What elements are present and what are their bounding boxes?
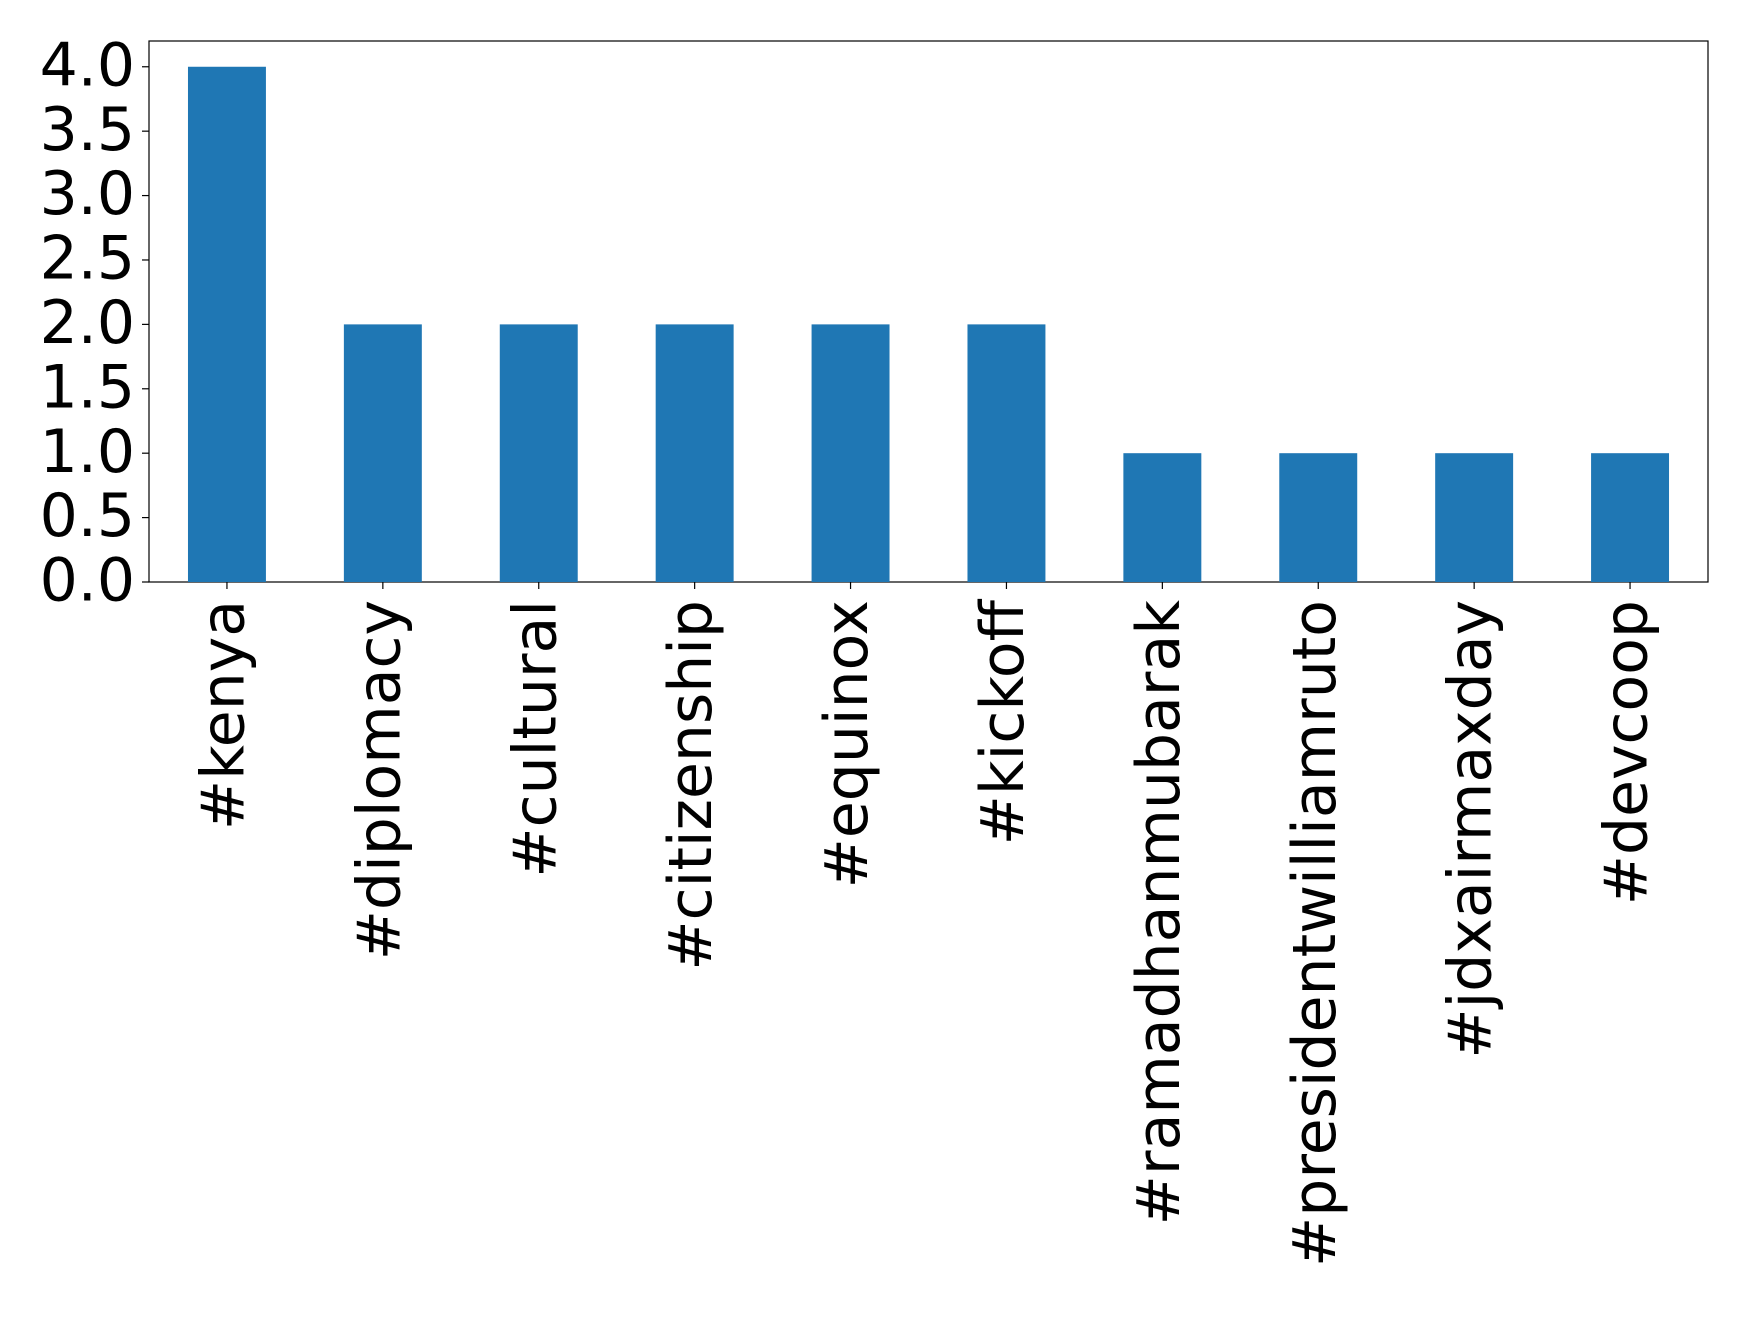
bar xyxy=(187,66,266,582)
y-tick-label: 0.0 xyxy=(40,546,135,616)
bar xyxy=(1279,453,1358,582)
bar xyxy=(1123,453,1202,582)
x-tick-label: #cultural xyxy=(500,600,570,878)
bar xyxy=(499,324,578,582)
bar xyxy=(655,324,734,582)
bar xyxy=(967,324,1046,582)
bar xyxy=(343,324,422,582)
y-tick-label: 1.0 xyxy=(40,417,135,487)
bar xyxy=(811,324,890,582)
x-tick-label: #ramadhanmubarak xyxy=(1124,600,1194,1226)
y-tick-label: 1.5 xyxy=(40,352,135,422)
bar xyxy=(1435,453,1514,582)
y-tick-label: 3.5 xyxy=(40,95,135,165)
y-tick-label: 4.0 xyxy=(40,30,135,100)
y-tick-label: 3.0 xyxy=(40,159,135,229)
x-tick-label: #equinox xyxy=(812,600,882,888)
x-tick-label: #citizenship xyxy=(656,600,726,971)
x-tick-label: #presidentwilliamruto xyxy=(1280,600,1350,1267)
x-tick-label: #kickoff xyxy=(968,598,1038,845)
y-tick-label: 2.0 xyxy=(40,288,135,358)
y-tick-label: 0.5 xyxy=(40,481,135,551)
x-tick-label: #jdxairmaxday xyxy=(1436,600,1506,1059)
x-tick-label: #kenya xyxy=(189,600,259,830)
y-tick-label: 2.5 xyxy=(40,224,135,294)
plot-frame xyxy=(148,40,1709,583)
x-tick-label: #devcoop xyxy=(1592,600,1662,905)
bar xyxy=(1591,453,1670,582)
x-tick-label: #diplomacy xyxy=(344,600,414,960)
